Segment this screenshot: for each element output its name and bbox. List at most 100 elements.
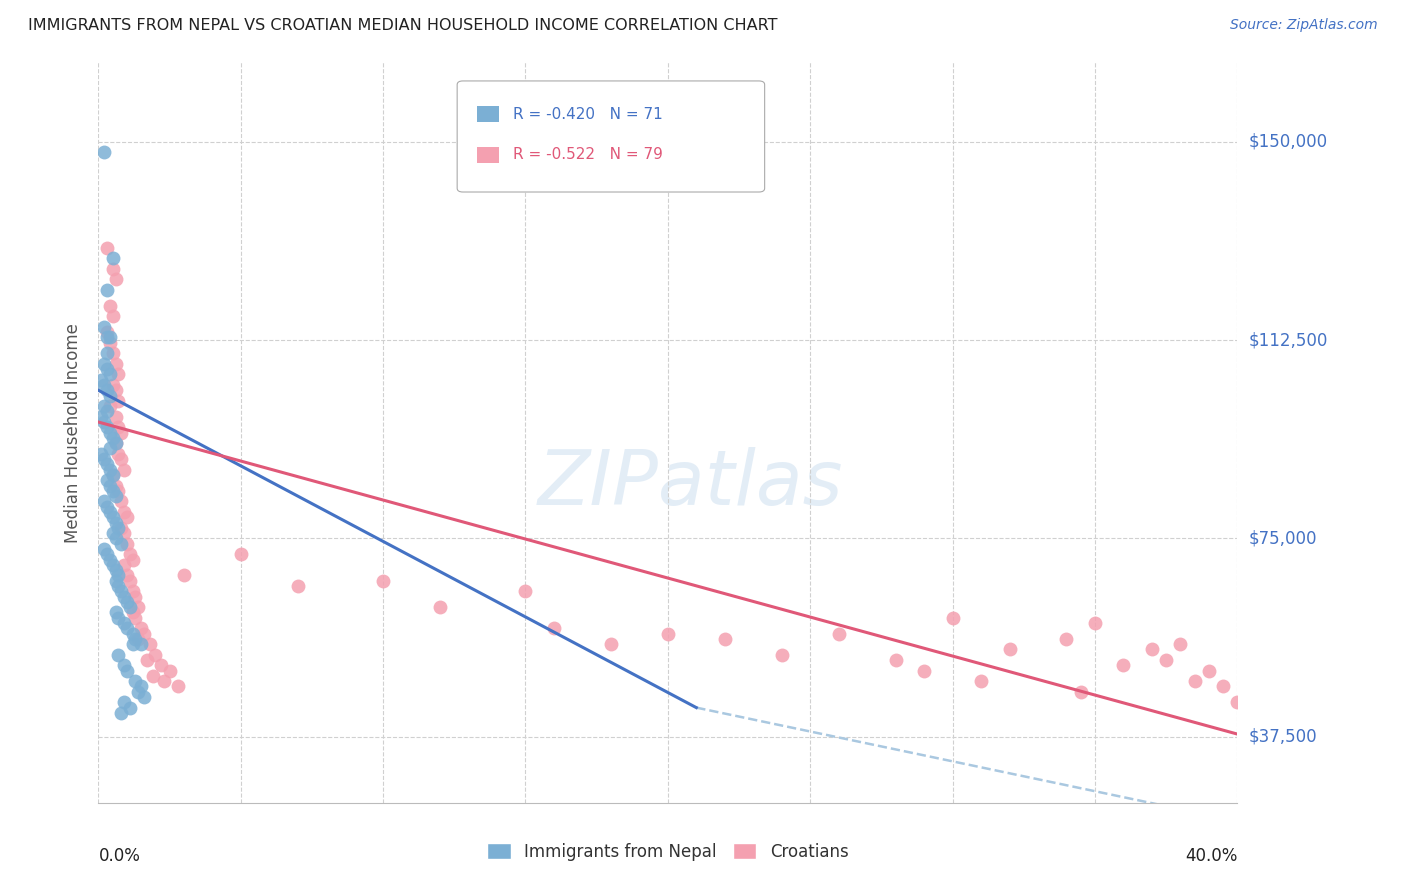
Point — [770, 648, 793, 662]
Point — [118, 547, 141, 561]
Point — [1170, 637, 1192, 651]
Point — [942, 611, 965, 625]
Point — [90, 409, 112, 424]
Point — [127, 685, 149, 699]
Point — [115, 568, 138, 582]
Point — [110, 494, 132, 508]
Point — [115, 595, 138, 609]
Point — [1070, 685, 1092, 699]
Point — [714, 632, 737, 646]
Point — [112, 505, 135, 519]
Legend: Immigrants from Nepal, Croatians: Immigrants from Nepal, Croatians — [488, 843, 848, 861]
Point — [1226, 695, 1249, 709]
Point — [118, 700, 141, 714]
Point — [107, 611, 129, 625]
Point — [1198, 664, 1220, 678]
Point — [110, 452, 132, 467]
Point — [104, 436, 127, 450]
Point — [1056, 632, 1078, 646]
Point — [135, 653, 157, 667]
Point — [101, 467, 124, 482]
Point — [112, 658, 135, 673]
Text: R = -0.420   N = 71: R = -0.420 N = 71 — [513, 107, 662, 122]
Point — [104, 478, 127, 492]
Point — [112, 615, 135, 630]
Text: $150,000: $150,000 — [1249, 133, 1327, 151]
Point — [107, 579, 129, 593]
Point — [93, 399, 115, 413]
Point — [96, 325, 118, 339]
Point — [1184, 674, 1206, 689]
Point — [600, 637, 623, 651]
Point — [101, 251, 124, 265]
Point — [124, 674, 146, 689]
Point — [107, 568, 129, 582]
Point — [112, 526, 135, 541]
Point — [96, 500, 118, 514]
Point — [127, 632, 149, 646]
Point — [96, 384, 118, 398]
Point — [118, 600, 141, 615]
Point — [98, 425, 121, 440]
Text: R = -0.522   N = 79: R = -0.522 N = 79 — [513, 147, 662, 162]
Point — [141, 669, 163, 683]
Point — [104, 489, 127, 503]
Point — [107, 447, 129, 461]
Point — [124, 590, 146, 604]
Point — [998, 642, 1021, 657]
Point — [96, 240, 118, 255]
Point — [101, 526, 124, 541]
Point — [129, 637, 152, 651]
Point — [93, 145, 115, 160]
Point — [104, 532, 127, 546]
Point — [129, 621, 152, 635]
Point — [121, 626, 143, 640]
Point — [138, 637, 160, 651]
Point — [101, 261, 124, 276]
Point — [132, 626, 155, 640]
Point — [93, 319, 115, 334]
Point — [96, 330, 118, 344]
Point — [90, 373, 112, 387]
Text: IMMIGRANTS FROM NEPAL VS CROATIAN MEDIAN HOUSEHOLD INCOME CORRELATION CHART: IMMIGRANTS FROM NEPAL VS CROATIAN MEDIAN… — [28, 18, 778, 33]
Point — [98, 462, 121, 476]
Point — [121, 606, 143, 620]
Text: $37,500: $37,500 — [1249, 728, 1317, 746]
Point — [970, 674, 993, 689]
Point — [1154, 653, 1177, 667]
Point — [132, 690, 155, 704]
Text: $75,000: $75,000 — [1249, 529, 1317, 548]
Point — [101, 378, 124, 392]
Point — [107, 648, 129, 662]
Point — [112, 695, 135, 709]
Point — [93, 494, 115, 508]
Point — [1212, 680, 1234, 694]
Point — [110, 706, 132, 720]
Point — [104, 272, 127, 286]
Point — [115, 621, 138, 635]
Point — [115, 664, 138, 678]
Point — [657, 626, 679, 640]
Text: ZIPatlas: ZIPatlas — [538, 448, 844, 522]
Point — [110, 521, 132, 535]
Point — [121, 637, 143, 651]
Point — [101, 310, 124, 324]
Point — [150, 658, 173, 673]
Point — [101, 346, 124, 360]
Point — [96, 362, 118, 376]
Point — [124, 632, 146, 646]
Point — [1112, 658, 1135, 673]
Point — [98, 299, 121, 313]
Point — [159, 664, 181, 678]
FancyBboxPatch shape — [457, 81, 765, 192]
Point — [115, 537, 138, 551]
Point — [104, 357, 127, 371]
Point — [1140, 642, 1163, 657]
Point — [98, 330, 121, 344]
Point — [96, 420, 118, 434]
Point — [104, 606, 127, 620]
Text: 40.0%: 40.0% — [1185, 847, 1237, 865]
FancyBboxPatch shape — [477, 106, 499, 122]
FancyBboxPatch shape — [477, 147, 499, 163]
Point — [429, 600, 451, 615]
